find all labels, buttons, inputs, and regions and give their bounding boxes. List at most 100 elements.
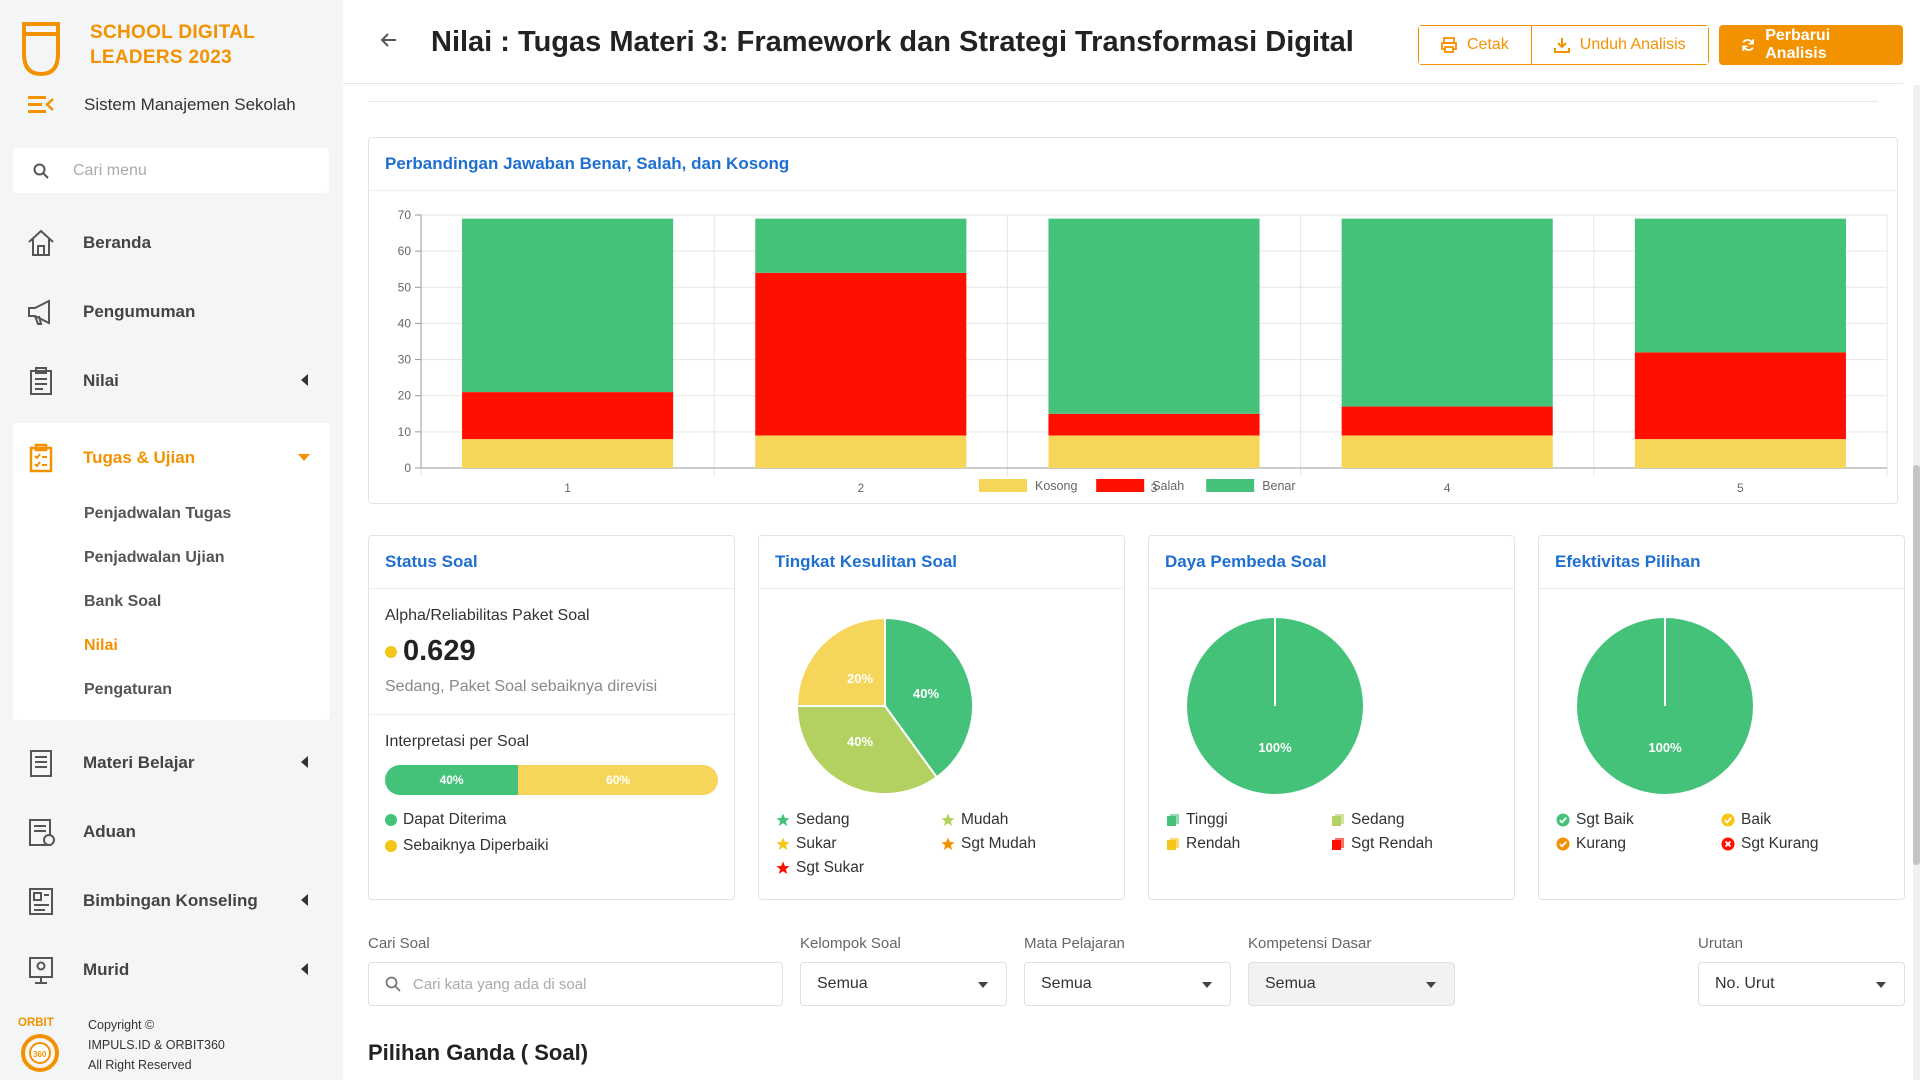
alpha-label: Alpha/Reliabilitas Paket Soal: [385, 607, 590, 624]
sidebar-item-beranda[interactable]: Beranda: [0, 208, 343, 277]
revise-segment: 60%: [518, 765, 718, 795]
sidebar-subitem-penjadwalan-tugas[interactable]: Penjadwalan Tugas: [84, 505, 232, 522]
sidebar-item-murid[interactable]: Murid: [0, 935, 343, 1004]
legend-item: Sgt Rendah: [1331, 835, 1496, 853]
refresh-analysis-button[interactable]: Perbarui Analisis: [1719, 25, 1903, 65]
discrimination-pie-chart: 100%: [1187, 618, 1363, 794]
legend-label: Kosong: [1035, 479, 1077, 493]
order-select[interactable]: No. Urut: [1698, 962, 1905, 1006]
menu-search-input[interactable]: [73, 161, 313, 180]
legend-label: Sgt Mudah: [961, 835, 1036, 852]
x-tick-label: 4: [1444, 481, 1451, 495]
sidebar-item-pengumuman[interactable]: Pengumuman: [0, 277, 343, 346]
search-question-input[interactable]: [413, 975, 713, 993]
app-subtitle: Sistem Manajemen Sekolah: [84, 95, 296, 114]
sidebar-nav: Beranda Pengumuman Nilai Tugas & Ujian P…: [0, 208, 343, 1004]
brand-name: SCHOOL DIGITAL LEADERS 2023: [90, 20, 255, 70]
main-content: Nilai : Tugas Materi 3: Framework dan St…: [343, 0, 1920, 1080]
y-tick-label: 10: [398, 425, 412, 439]
slice-label: 40%: [847, 734, 873, 749]
brand[interactable]: SCHOOL DIGITAL LEADERS 2023: [20, 20, 255, 78]
status-card: Status Soal Alpha/Reliabilitas Paket Soa…: [368, 535, 735, 900]
legend-item: Sgt Mudah: [941, 835, 1106, 853]
sidebar-item-bimbingan-konseling[interactable]: Bimbingan Konseling: [0, 866, 343, 935]
sidebar-subitem-bank-soal[interactable]: Bank Soal: [84, 593, 162, 610]
stacked-bar-chart: 0 10 20 30 40 50 60 70 1 2 3 4 5 Kosong Salah Benar: [398, 208, 1888, 495]
sidebar-item-materi-belajar[interactable]: Materi Belajar: [0, 728, 343, 797]
legend-label: Tinggi: [1186, 811, 1228, 828]
alpha-value: 0.629: [403, 635, 476, 667]
x-tick-label: 2: [857, 481, 864, 495]
student-icon: [29, 956, 53, 984]
legend-item: Sgt Kurang: [1721, 835, 1886, 853]
legend-label: Salah: [1152, 479, 1184, 493]
legend-label: Benar: [1262, 479, 1295, 493]
effectiveness-legend: Sgt Baik Baik Kurang Sgt Kurang: [1556, 811, 1886, 853]
subject-select[interactable]: Semua: [1024, 962, 1231, 1006]
star-icon: [776, 837, 790, 850]
legend-item: Mudah: [941, 811, 1106, 829]
square-icon: [1332, 814, 1344, 826]
page-title: Nilai : Tugas Materi 3: Framework dan St…: [431, 26, 1354, 58]
effectiveness-card: Efektivitas Pilihan 100% Sgt Baik Baik K…: [1538, 535, 1905, 900]
difficulty-title: Tingkat Kesulitan Soal: [759, 536, 1124, 589]
legend-label: Baik: [1741, 811, 1772, 828]
section-title: Pilihan Ganda ( Soal): [368, 1040, 589, 1065]
download-analysis-button[interactable]: Unduh Analisis: [1530, 26, 1708, 64]
print-button[interactable]: Cetak: [1419, 26, 1531, 64]
bar-kosong: [755, 435, 967, 468]
sidebar-item-aduan[interactable]: Aduan: [0, 797, 343, 866]
slice-mudah: [795, 705, 939, 795]
sidebar-footer: ORBIT 360 Copyright © IMPULS.ID & ORBIT3…: [0, 1010, 343, 1080]
legend-swatch: [979, 479, 1027, 492]
legend-item: Sedang: [1331, 811, 1496, 829]
shield-logo-icon: [22, 22, 60, 77]
discrimination-card: Daya Pembeda Soal 100% Tinggi Sedang Ren…: [1148, 535, 1515, 900]
order-filter: Urutan No. Urut: [1698, 935, 1905, 1006]
brand-line-1: SCHOOL DIGITAL: [90, 22, 255, 43]
effectiveness-pie-chart: 100%: [1577, 618, 1753, 794]
legend-item: Rendah: [1166, 835, 1331, 853]
answer-comparison-card: Perbandingan Jawaban Benar, Salah, dan K…: [368, 137, 1898, 504]
menu-toggle-icon[interactable]: [28, 94, 54, 116]
brand-line-2: LEADERS 2023: [90, 47, 232, 68]
slice-label: 20%: [847, 671, 873, 686]
legend-label: Sebaiknya Diperbaiki: [403, 837, 549, 854]
scrollbar-thumb[interactable]: [1913, 465, 1920, 865]
effectiveness-title: Efektivitas Pilihan: [1539, 536, 1904, 589]
header-button-group: Cetak Unduh Analisis: [1418, 25, 1709, 65]
menu-search[interactable]: [13, 148, 329, 193]
search-question-box[interactable]: [368, 962, 783, 1006]
book-icon: [30, 749, 52, 777]
scrollbar[interactable]: [1913, 85, 1920, 1080]
y-tick-label: 20: [398, 389, 412, 403]
difficulty-pie-chart: 40% 40% 20%: [795, 616, 974, 795]
search-icon: [385, 976, 401, 992]
back-arrow-icon[interactable]: [379, 30, 399, 50]
legend-item: Sukar: [776, 835, 941, 853]
interpretation-bar: 40% 60%: [385, 765, 718, 795]
bar-kosong: [1634, 439, 1846, 468]
bar-salah: [462, 392, 674, 440]
y-tick-label: 30: [398, 353, 412, 367]
y-tick-label: 0: [404, 461, 411, 475]
sidebar-subitem-nilai[interactable]: Nilai: [84, 637, 118, 654]
sidebar-subitem-penjadwalan-ujian[interactable]: Penjadwalan Ujian: [84, 549, 225, 566]
subject-filter: Mata Pelajaran Semua: [1024, 935, 1231, 1006]
sidebar-subitem-pengaturan[interactable]: Pengaturan: [84, 681, 173, 698]
bar-salah: [755, 272, 967, 436]
orbit360-logo-icon: ORBIT 360: [18, 1017, 59, 1072]
group-select[interactable]: Semua: [800, 962, 1007, 1006]
printer-icon: [1441, 37, 1457, 53]
sidebar: SCHOOL DIGITAL LEADERS 2023 Sistem Manaj…: [0, 0, 343, 1080]
legend-accepted: Dapat Diterima: [385, 811, 718, 829]
caret-left-icon: [301, 963, 308, 975]
bar-kosong: [1048, 435, 1260, 468]
sidebar-item-tugas-ujian[interactable]: Tugas & Ujian: [13, 423, 330, 492]
status-title: Status Soal: [369, 536, 734, 589]
competency-select[interactable]: Semua: [1248, 962, 1455, 1006]
sidebar-item-nilai[interactable]: Nilai: [0, 346, 343, 415]
sidebar-item-label: Murid: [83, 959, 130, 979]
star-icon: [776, 813, 790, 826]
legend-item: Tinggi: [1166, 811, 1331, 829]
